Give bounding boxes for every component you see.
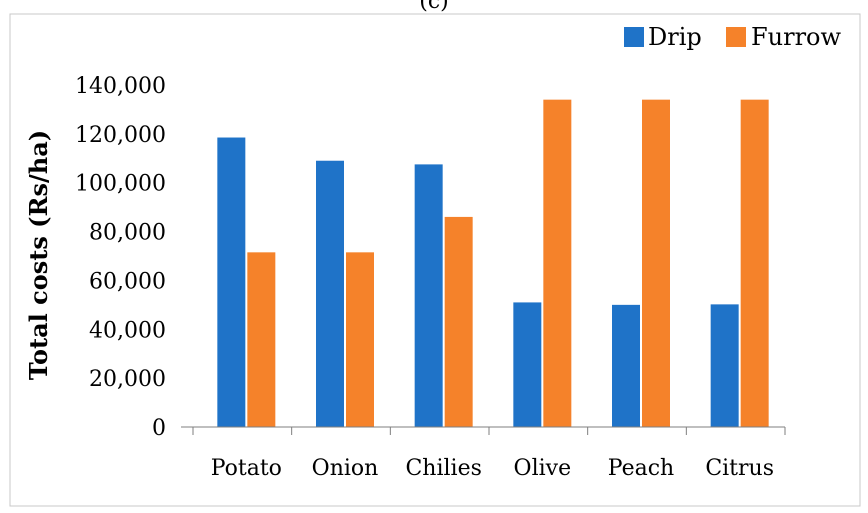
bar-drip-olive xyxy=(513,302,542,427)
x-tick-label: Chilies xyxy=(405,456,481,481)
bar-furrow-chilies xyxy=(444,216,473,427)
y-tick-label: 20,000 xyxy=(89,367,166,392)
legend-label-drip: Drip xyxy=(648,23,702,51)
y-tick-label: 0 xyxy=(152,416,166,441)
y-axis-title: Total costs (Rs/ha) xyxy=(24,130,53,380)
y-tick-label: 140,000 xyxy=(75,74,166,99)
panel-label: (c) xyxy=(419,0,449,14)
x-tick-label: Potato xyxy=(211,456,282,481)
legend: Drip Furrow xyxy=(624,23,842,51)
bar-furrow-potato xyxy=(247,252,276,427)
y-axis-ticks: 0 20,000 40,000 60,000 80,000 100,000 120,000 1… xyxy=(75,74,166,441)
legend-swatch-drip xyxy=(624,27,644,47)
y-tick-label: 120,000 xyxy=(75,123,166,148)
bar-drip-chilies xyxy=(414,164,443,427)
legend-label-furrow: Furrow xyxy=(751,23,842,51)
x-axis xyxy=(181,426,786,435)
y-tick-label: 100,000 xyxy=(75,172,166,197)
bar-furrow-citrus xyxy=(740,99,769,428)
bar-drip-citrus xyxy=(710,304,739,427)
bars xyxy=(217,99,769,428)
bar-drip-potato xyxy=(217,137,246,427)
x-tick-label: Peach xyxy=(608,456,674,481)
bar-drip-onion xyxy=(316,160,344,427)
bar-drip-peach xyxy=(612,304,640,427)
legend-swatch-furrow xyxy=(726,27,746,47)
x-tick-label: Citrus xyxy=(705,456,774,481)
y-tick-label: 60,000 xyxy=(89,269,166,294)
bar-furrow-onion xyxy=(346,252,374,427)
y-tick-label: 80,000 xyxy=(89,221,166,246)
bar-furrow-peach xyxy=(642,99,670,428)
x-axis-labels: Potato Onion Chilies Olive Peach Citrus xyxy=(211,456,774,481)
x-tick-label: Onion xyxy=(312,456,379,481)
x-tick-label: Olive xyxy=(514,456,572,481)
y-tick-label: 40,000 xyxy=(89,318,166,343)
bar-furrow-olive xyxy=(543,99,572,428)
